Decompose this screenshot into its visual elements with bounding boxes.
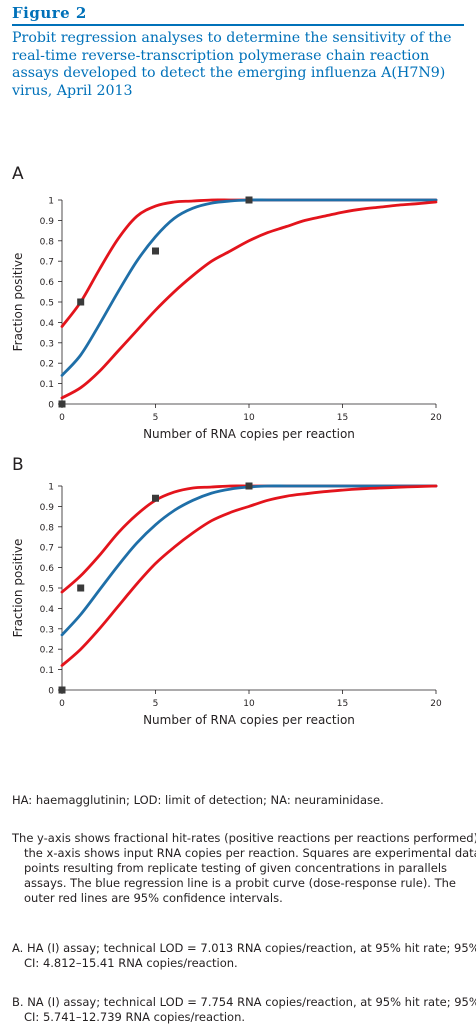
y-tick-label: 0.6: [40, 564, 55, 574]
x-tick-label: 15: [337, 699, 348, 709]
ci-upper-line: [60, 198, 438, 328]
y-tick-label: 0.3: [40, 625, 54, 635]
y-tick-label: 0.4: [40, 605, 55, 615]
y-tick-label: 0: [48, 401, 54, 411]
ci-lower-line: [60, 484, 438, 667]
data-point: [152, 247, 159, 255]
data-point: [77, 584, 85, 592]
y-tick-label: 0.5: [40, 299, 54, 309]
y-tick-label: 0.3: [40, 339, 54, 349]
y-tick-label: 1: [48, 197, 54, 207]
y-tick-label: 0.5: [40, 585, 54, 595]
x-tick-label: 0: [59, 699, 65, 709]
figure-label: Figure 2: [12, 4, 87, 22]
x-tick-label: 5: [153, 699, 159, 709]
data-point: [245, 482, 253, 490]
y-tick-label: 1: [48, 483, 54, 493]
panel-label-a: A: [12, 164, 24, 184]
y-tick-label: 0.6: [40, 278, 55, 288]
y-axis-label: Fraction positive: [11, 539, 25, 638]
panel-b-note: B. NA (I) assay; technical LOD = 7.754 R…: [12, 995, 476, 1024]
y-tick-label: 0.7: [40, 258, 54, 268]
ci-upper-line: [60, 484, 438, 594]
y-tick-label: 0.2: [40, 646, 54, 656]
x-tick-label: 15: [337, 413, 348, 423]
data-point: [58, 400, 66, 408]
x-axis-label: Number of RNA copies per reaction: [143, 713, 355, 727]
y-tick-label: 0.4: [40, 319, 55, 329]
abbreviations-note: HA: haemagglutinin; LOD: limit of detect…: [12, 793, 384, 807]
description-note: The y-axis shows fractional hit-rates (p…: [12, 831, 476, 905]
title-rule: [12, 24, 464, 26]
y-tick-label: 0.9: [40, 217, 55, 227]
y-tick-label: 0: [48, 687, 54, 697]
y-tick-label: 0.8: [40, 523, 55, 533]
panel-label-b: B: [12, 455, 24, 475]
data-point: [58, 686, 66, 694]
x-tick-label: 20: [430, 699, 442, 709]
y-tick-label: 0.8: [40, 237, 55, 247]
x-tick-label: 5: [153, 413, 159, 423]
y-tick-label: 0.7: [40, 544, 54, 554]
x-tick-label: 0: [59, 413, 65, 423]
x-tick-label: 20: [430, 413, 442, 423]
chart-panel-b: 00.10.20.30.40.50.60.70.80.910 5 10 15 20Num…: [11, 482, 442, 727]
panel-a-note: A. HA (I) assay; technical LOD = 7.013 R…: [12, 941, 476, 970]
data-point: [77, 298, 85, 306]
ci-lower-line: [60, 200, 438, 400]
figure-caption: Probit regression analyses to determine …: [12, 30, 452, 99]
y-axis-label: Fraction positive: [11, 253, 25, 352]
x-tick-label: 10: [243, 699, 255, 709]
y-tick-label: 0.1: [40, 666, 54, 676]
y-tick-label: 0.1: [40, 380, 54, 390]
x-tick-label: 10: [243, 413, 255, 423]
x-axis-label: Number of RNA copies per reaction: [143, 427, 355, 441]
data-point: [245, 196, 253, 204]
data-point: [152, 494, 159, 502]
y-tick-label: 0.2: [40, 360, 54, 370]
chart-panel-a: 00.10.20.30.40.50.60.70.80.910 5 10 15 20Num…: [11, 196, 442, 441]
regression-line: [60, 484, 438, 637]
y-tick-label: 0.9: [40, 503, 55, 513]
